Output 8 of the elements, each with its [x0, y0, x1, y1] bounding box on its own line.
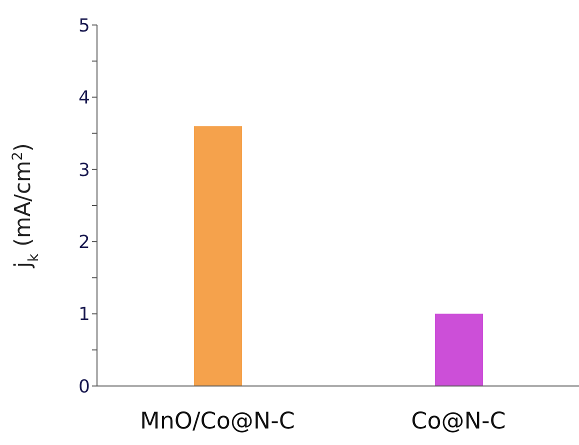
y-tick-label: 2: [78, 232, 90, 253]
y-tick-label: 3: [78, 160, 90, 181]
y-tick-label: 1: [78, 304, 90, 326]
y-tick-label: 5: [78, 15, 90, 36]
x-tick-label: Co@N-C: [411, 408, 506, 434]
x-tick-label: MnO/Co@N-C: [140, 408, 295, 434]
y-tick-label: 0: [78, 376, 90, 398]
y-tick-label: 4: [78, 88, 90, 109]
